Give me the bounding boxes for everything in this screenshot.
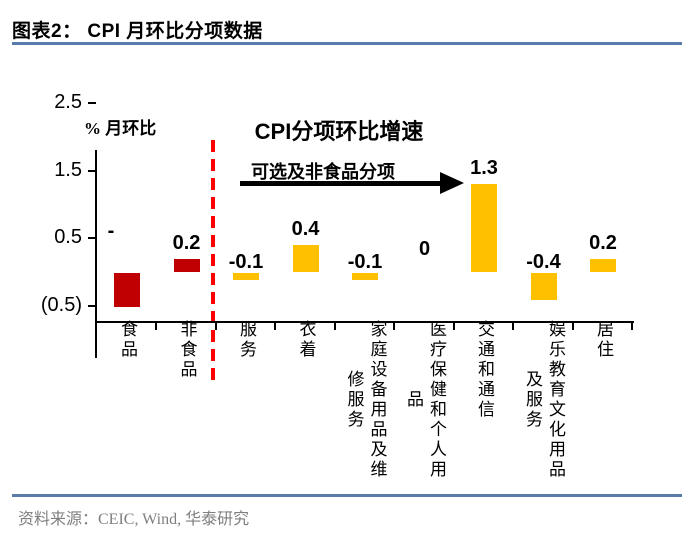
right-arrow-icon bbox=[440, 172, 464, 194]
category-label-衣着: 衣着 bbox=[296, 320, 316, 360]
category-label-娱乐教育文化用品及服务: 及服务 娱乐教育文化用品 bbox=[522, 320, 565, 480]
bar-交通和通信 bbox=[471, 184, 497, 272]
figure-title: 图表2： CPI 月环比分项数据 bbox=[12, 21, 263, 42]
y-axis-tick bbox=[88, 237, 96, 240]
source-note: 资料来源：CEIC, Wind, 华泰研究 bbox=[18, 511, 250, 528]
category-label-column: 及服务 bbox=[523, 370, 542, 430]
category-label-column: 服务 bbox=[237, 320, 256, 360]
x-axis-tick bbox=[631, 323, 633, 330]
bar-娱乐教育文化用品及服务 bbox=[530, 273, 557, 300]
bar-非食品 bbox=[173, 258, 200, 272]
category-label-column: 衣着 bbox=[296, 320, 316, 360]
y-axis-tick-label: 0.5 bbox=[54, 226, 82, 249]
y-axis-tick-label: 1.5 bbox=[54, 158, 82, 181]
value-label-交通和通信: 1.3 bbox=[470, 157, 498, 180]
y-axis-tick-label: 2.5 bbox=[54, 91, 82, 114]
bar-服务 bbox=[233, 273, 259, 280]
chart-title: CPI分项环比增速 bbox=[254, 119, 424, 144]
bar-食品 bbox=[114, 273, 140, 307]
category-label-居住: 居住 bbox=[593, 320, 613, 360]
x-axis-tick bbox=[512, 323, 514, 330]
category-label-交通和通信: 交通和通信 bbox=[474, 320, 494, 420]
x-axis-tick bbox=[452, 323, 455, 330]
x-axis-tick bbox=[333, 323, 336, 330]
x-axis-tick bbox=[571, 323, 574, 330]
category-label-非食品: 非食品 bbox=[177, 320, 197, 380]
value-label-家庭设备用品及维修服务: -0.1 bbox=[347, 251, 383, 273]
x-axis-tick bbox=[214, 323, 217, 330]
category-label-column: 食品 bbox=[118, 320, 137, 360]
category-label-column: 修服务 bbox=[344, 370, 364, 430]
x-axis-tick bbox=[393, 323, 395, 330]
category-label-column: 交通和通信 bbox=[475, 320, 494, 420]
category-label-家庭设备用品及维修服务: 修服务 家庭设备用品及维 bbox=[344, 320, 387, 480]
right-arrow-line bbox=[240, 181, 444, 186]
value-label-非食品: 0.2 bbox=[172, 231, 201, 254]
category-label-column: 医疗保健和个人用 bbox=[427, 320, 446, 480]
y-axis-tick bbox=[88, 169, 96, 172]
value-label-衣着: 0.4 bbox=[291, 218, 320, 240]
category-label-column: 居住 bbox=[594, 320, 613, 360]
category-label-医疗保健和个人用品: 品医疗保健和个人用 bbox=[403, 320, 446, 480]
category-label-column: 非食品 bbox=[177, 320, 197, 380]
y-axis-tick bbox=[88, 304, 96, 307]
footer-rule bbox=[12, 494, 682, 497]
y-axis-unit-label: % 月环比 bbox=[84, 119, 157, 138]
x-axis-line bbox=[95, 321, 634, 323]
x-axis-tick bbox=[155, 323, 157, 330]
y-axis-tick-label: (0.5) bbox=[40, 293, 82, 316]
category-label-服务: 服务 bbox=[236, 320, 256, 360]
value-label-食品: - bbox=[107, 220, 115, 242]
x-axis-tick bbox=[274, 323, 276, 330]
value-label-服务: -0.1 bbox=[228, 251, 264, 273]
bar-居住 bbox=[590, 258, 616, 272]
bar-衣着 bbox=[292, 245, 319, 272]
title-underline bbox=[12, 42, 682, 45]
category-label-column: 娱乐教育文化用品 bbox=[546, 320, 565, 480]
bar-家庭设备用品及维修服务 bbox=[352, 273, 378, 280]
value-label-娱乐教育文化用品及服务: -0.4 bbox=[526, 251, 561, 273]
annotation-label: 可选及非食品分项 bbox=[251, 162, 395, 182]
value-label-医疗保健和个人用品: 0 bbox=[418, 238, 431, 260]
y-axis-line bbox=[95, 150, 97, 358]
food-nonfood-divider-dashed-line bbox=[211, 140, 215, 380]
cpi-bar-chart: CPI分项环比增速 % 月环比 可选及非食品分项 2.5 1.5 0.5 (0.5) -… bbox=[0, 50, 689, 490]
y-axis-tick bbox=[88, 102, 96, 105]
category-label-食品: 食品 bbox=[117, 320, 137, 360]
category-label-column: 品 bbox=[404, 390, 423, 410]
category-label-column: 家庭设备用品及维 bbox=[367, 320, 387, 480]
value-label-居住: 0.2 bbox=[589, 231, 617, 254]
